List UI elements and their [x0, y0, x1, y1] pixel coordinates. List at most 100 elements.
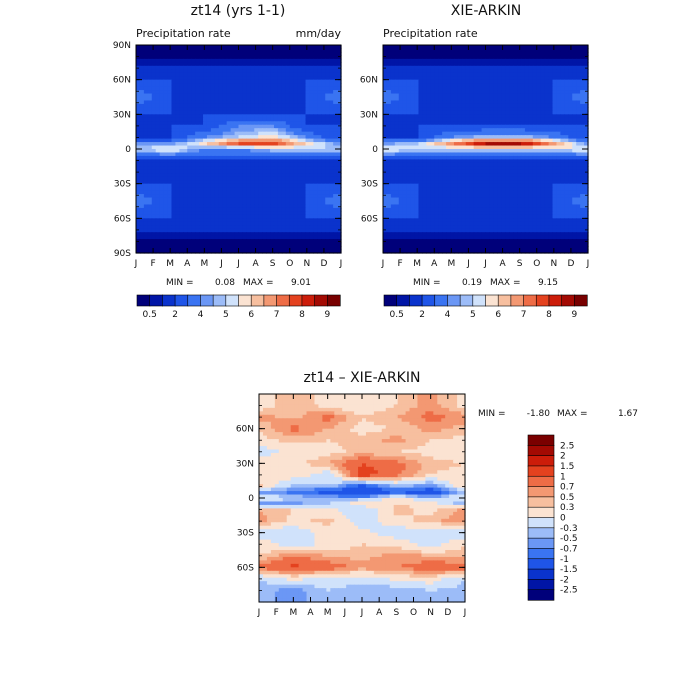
heatmap-cell [505, 107, 510, 112]
heatmap-cell [195, 194, 200, 199]
heatmap-cell [337, 187, 342, 192]
heatmap-cell [540, 107, 546, 112]
heatmap-cell [289, 187, 295, 192]
heatmap-cell [410, 121, 416, 126]
heatmap-cell [254, 97, 259, 102]
heatmap-cell [136, 176, 141, 181]
heatmap-cell [273, 218, 279, 223]
heatmap-cell [155, 235, 161, 240]
heatmap-cell [151, 173, 157, 178]
heatmap-cell [250, 155, 255, 160]
heatmap-cell [171, 51, 177, 56]
heatmap-cell [325, 145, 330, 150]
heatmap-cell [151, 169, 157, 174]
heatmap-cell [289, 86, 295, 91]
heatmap-cell [136, 79, 141, 84]
heatmap-cell [281, 93, 287, 98]
heatmap-cell [410, 152, 416, 157]
heatmap-cell [183, 45, 188, 50]
heatmap-cell [337, 72, 342, 77]
heatmap-cell [151, 232, 157, 237]
heatmap-cell [461, 79, 467, 84]
heatmap-cell [203, 58, 208, 63]
heatmap-cell [544, 69, 550, 74]
heatmap-cell [450, 110, 455, 115]
heatmap-cell [210, 45, 216, 50]
heatmap-cell [206, 79, 212, 84]
heatmap-cell [230, 162, 236, 167]
heatmap-cell [273, 190, 279, 195]
heatmap-cell [199, 235, 204, 240]
heatmap-cell [489, 83, 494, 88]
heatmap-cell [277, 214, 283, 219]
heatmap-cell [167, 142, 173, 147]
heatmap-cell [453, 90, 459, 95]
heatmap-cell [410, 128, 416, 133]
heatmap-cell [505, 110, 510, 115]
heatmap-cell [238, 45, 244, 50]
heatmap-cell [477, 117, 483, 122]
heatmap-cell [509, 138, 514, 143]
heatmap-cell [210, 235, 216, 240]
heatmap-cell [548, 138, 554, 143]
heatmap-cell [450, 138, 455, 143]
heatmap-cell [262, 114, 267, 119]
heatmap-cell [270, 51, 275, 56]
heatmap-cell [321, 55, 326, 60]
y-tick-label: 90N [113, 41, 131, 51]
heatmap-cell [402, 48, 408, 53]
heatmap-cell [147, 45, 153, 50]
heatmap-cell [159, 246, 165, 251]
heatmap-cell [171, 79, 177, 84]
heatmap-cell [242, 190, 247, 195]
heatmap-cell [273, 169, 279, 174]
heatmap-cell [552, 76, 558, 81]
heatmap-cell [438, 124, 443, 129]
heatmap-cell [234, 145, 240, 150]
heatmap-cell [151, 79, 157, 84]
heatmap-cell [163, 48, 169, 53]
heatmap-cell [242, 232, 247, 237]
heatmap-cell [477, 72, 483, 77]
heatmap-cell [214, 152, 220, 157]
heatmap-cell [301, 149, 307, 154]
heatmap-cell [434, 124, 439, 129]
heatmap-cell [481, 152, 487, 157]
colorbar-label: 9 [324, 310, 330, 320]
heatmap-cell [453, 103, 459, 108]
heatmap-cell [238, 103, 244, 108]
heatmap-cell [305, 83, 311, 88]
heatmap-cell [501, 65, 506, 70]
heatmap-cell [398, 124, 404, 129]
max-label: MAX = [243, 278, 274, 288]
heatmap-cell [210, 83, 216, 88]
heatmap-cell [398, 93, 404, 98]
heatmap-cell [329, 107, 334, 112]
heatmap-cell [195, 117, 200, 122]
heatmap-cell [442, 128, 447, 133]
heatmap-cell [293, 135, 299, 140]
heatmap-cell [485, 100, 491, 105]
heatmap-cell [313, 117, 318, 122]
heatmap-cell [179, 176, 184, 181]
heatmap-cell [273, 173, 279, 178]
heatmap-cell [528, 86, 534, 91]
heatmap-cell [230, 207, 236, 212]
heatmap-cell [453, 58, 459, 63]
heatmap-cell [517, 110, 522, 115]
heatmap-cell [147, 204, 153, 209]
heatmap-cell [273, 211, 279, 216]
heatmap-cell [325, 180, 330, 185]
heatmap-cell [226, 142, 232, 147]
heatmap-cell [199, 249, 204, 254]
heatmap-cell [147, 207, 153, 212]
heatmap-cell [446, 62, 451, 67]
heatmap-cell [501, 103, 506, 108]
heatmap-cell [390, 62, 396, 67]
heatmap-cell [242, 211, 247, 216]
heatmap-cell [167, 232, 173, 237]
heatmap-cell [520, 79, 526, 84]
heatmap-cell [238, 79, 244, 84]
heatmap-cell [191, 55, 196, 60]
heatmap-cell [226, 232, 232, 237]
